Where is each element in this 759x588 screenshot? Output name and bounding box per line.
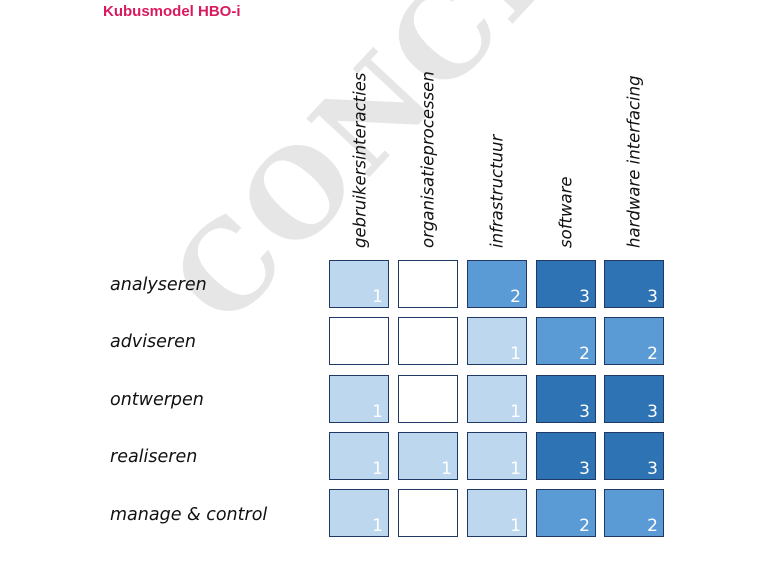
- column-header-label: software: [556, 176, 576, 248]
- matrix-cell: 2: [604, 317, 664, 365]
- cell-level: 3: [647, 287, 658, 307]
- column-header-hardware-interfacing: hardware interfacing: [603, 0, 665, 250]
- matrix-cell: 1: [329, 375, 389, 423]
- matrix-cell: 1: [467, 317, 527, 365]
- row-label-manage-control: manage & control: [110, 505, 268, 525]
- cell-level: 2: [579, 516, 590, 536]
- matrix-cell: [398, 317, 458, 365]
- cell-level: 2: [510, 287, 521, 307]
- cell-level: 3: [579, 287, 590, 307]
- matrix-cell: 2: [536, 317, 596, 365]
- cell-level: 1: [441, 459, 452, 479]
- matrix-cell: 1: [329, 432, 389, 480]
- column-header-software: software: [535, 0, 597, 250]
- matrix-cell: [398, 489, 458, 537]
- column-header-label: infrastructuur: [487, 134, 507, 248]
- cell-level: 1: [372, 287, 383, 307]
- cell-level: 3: [579, 402, 590, 422]
- matrix-cell: 3: [536, 260, 596, 308]
- matrix-cell: 3: [604, 432, 664, 480]
- matrix-cell: 2: [604, 489, 664, 537]
- matrix-cell: [398, 260, 458, 308]
- row-label-realiseren: realiseren: [110, 447, 198, 467]
- matrix-cell: 2: [536, 489, 596, 537]
- cell-level: 1: [372, 459, 383, 479]
- matrix-cell: 1: [467, 375, 527, 423]
- column-header-infrastructuur: infrastructuur: [466, 0, 528, 250]
- matrix-cell: 2: [467, 260, 527, 308]
- cell-level: 2: [579, 344, 590, 364]
- cell-level: 1: [510, 459, 521, 479]
- matrix-cell: [329, 317, 389, 365]
- matrix-cell: 1: [467, 489, 527, 537]
- column-header-gebruikersinteracties: gebruikersinteracties: [329, 0, 391, 250]
- cell-level: 1: [372, 402, 383, 422]
- cell-level: 1: [510, 402, 521, 422]
- column-header-label: hardware interfacing: [624, 75, 644, 248]
- column-header-label: organisatieprocessen: [418, 71, 438, 248]
- row-label-analyseren: analyseren: [110, 275, 207, 295]
- page-title: Kubusmodel HBO-i: [103, 3, 241, 20]
- cell-level: 1: [510, 344, 521, 364]
- cell-level: 2: [647, 516, 658, 536]
- matrix-cell: 3: [604, 260, 664, 308]
- matrix-cell: [398, 375, 458, 423]
- matrix-cell: 3: [536, 375, 596, 423]
- matrix-cell: 1: [467, 432, 527, 480]
- cell-level: 3: [647, 459, 658, 479]
- cell-level: 1: [372, 516, 383, 536]
- column-header-label: gebruikersinteracties: [350, 72, 370, 248]
- cell-level: 3: [579, 459, 590, 479]
- matrix-cell: 1: [398, 432, 458, 480]
- row-label-adviseren: adviseren: [110, 332, 196, 352]
- matrix-cell: 1: [329, 260, 389, 308]
- matrix-cell: 3: [536, 432, 596, 480]
- row-label-ontwerpen: ontwerpen: [110, 390, 204, 410]
- matrix-cell: 3: [604, 375, 664, 423]
- column-header-organisatieprocessen: organisatieprocessen: [397, 0, 459, 250]
- cell-level: 3: [647, 402, 658, 422]
- cell-level: 1: [510, 516, 521, 536]
- cell-level: 2: [647, 344, 658, 364]
- matrix-cell: 1: [329, 489, 389, 537]
